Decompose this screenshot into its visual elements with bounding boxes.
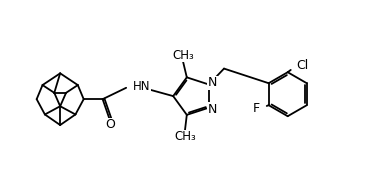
- Text: CH₃: CH₃: [174, 130, 196, 143]
- Text: HN: HN: [133, 80, 150, 93]
- Text: Cl: Cl: [296, 59, 308, 72]
- Text: F: F: [253, 102, 260, 115]
- Text: N: N: [208, 76, 217, 90]
- Text: N: N: [208, 103, 217, 116]
- Text: O: O: [105, 118, 115, 132]
- Text: CH₃: CH₃: [172, 49, 194, 62]
